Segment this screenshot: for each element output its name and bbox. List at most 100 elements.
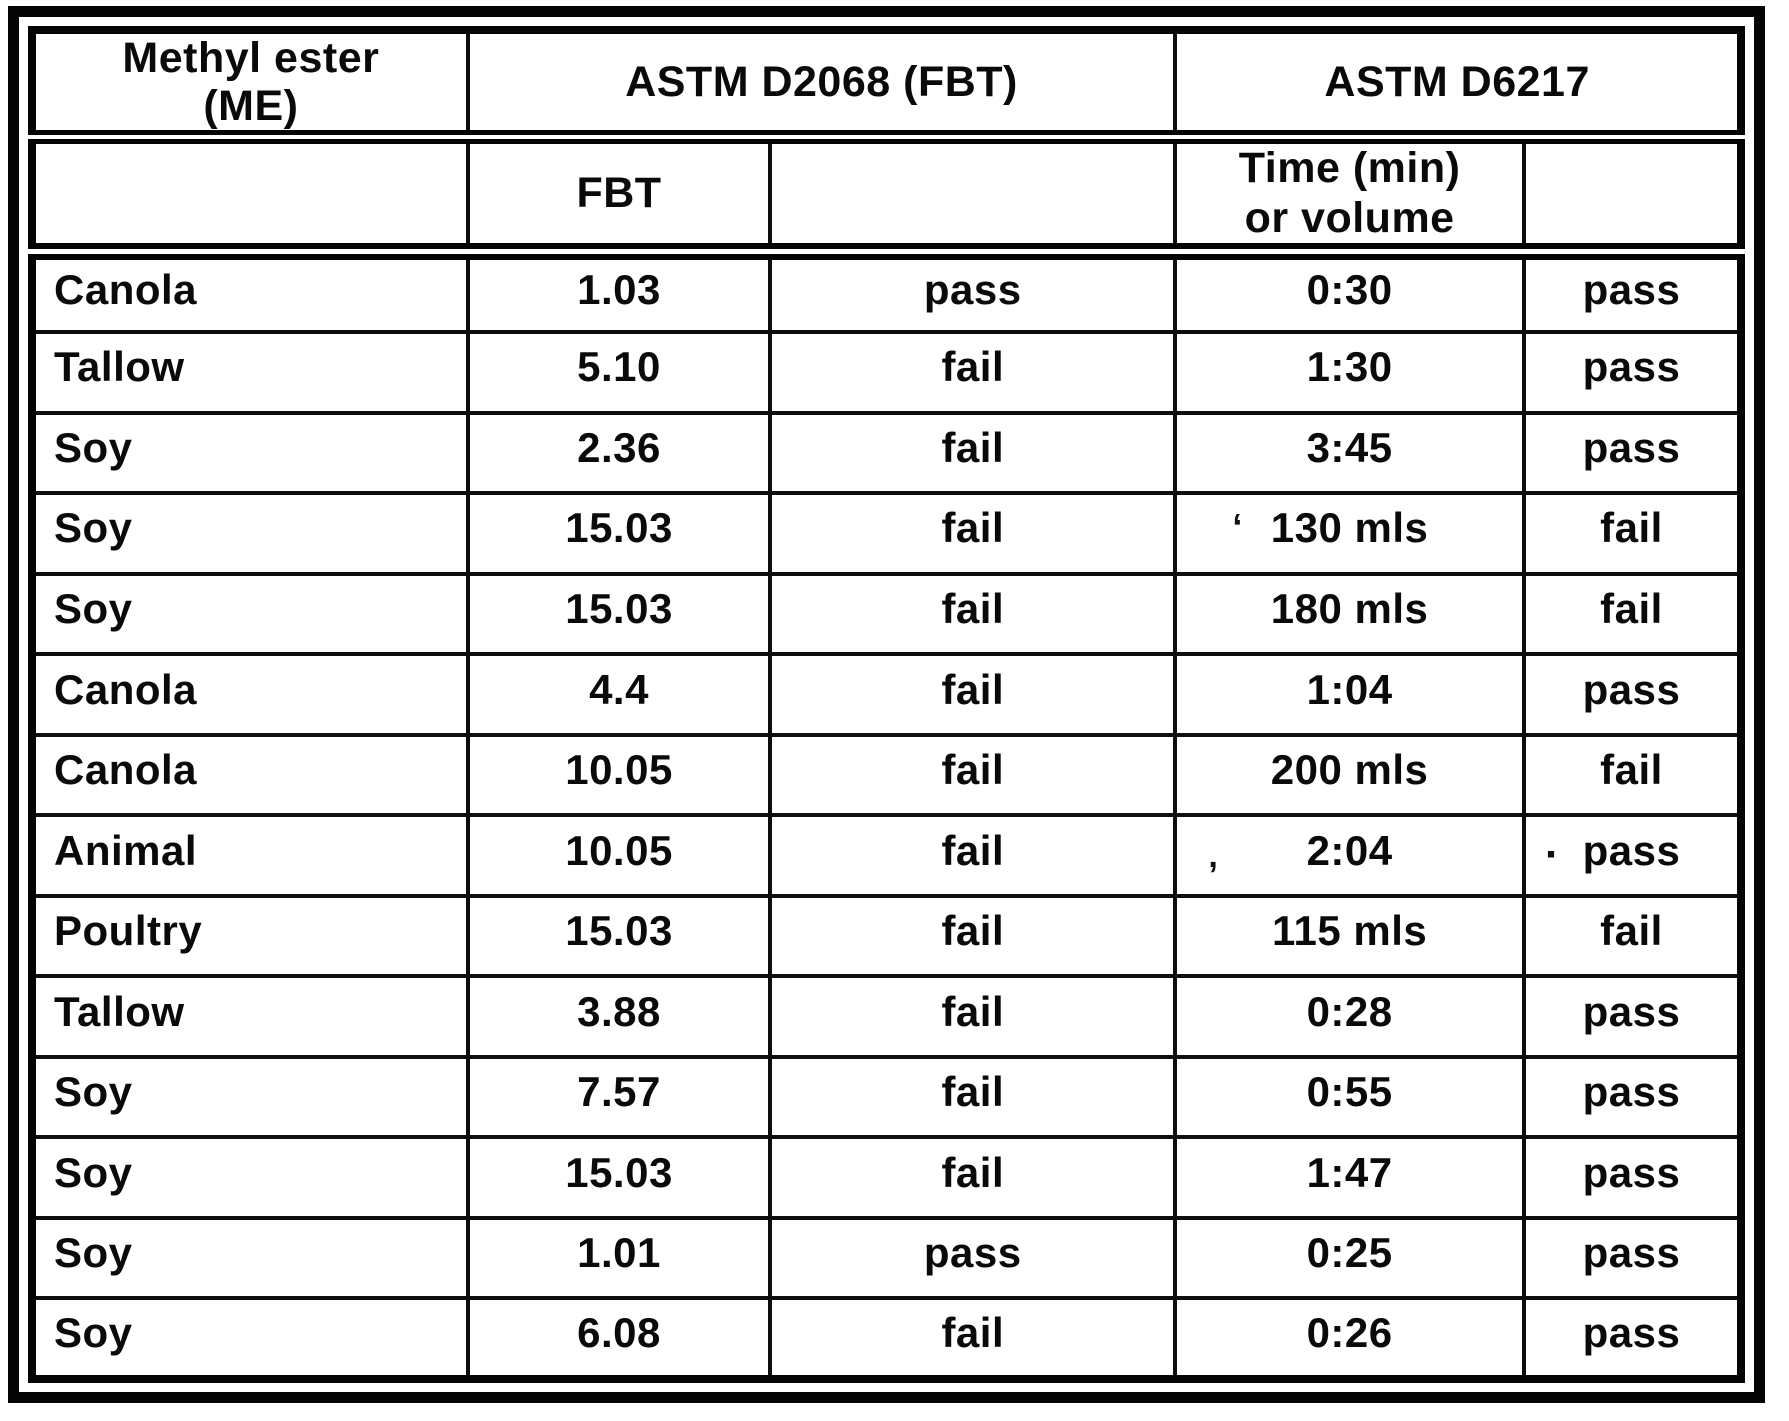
cell-d6217-result: pass [1521,249,1744,335]
cell-d6217-result: pass [1521,330,1744,415]
cell-d2068-result: fail [768,1135,1178,1220]
cell-d2068-result: fail [768,893,1178,979]
cell-methyl-ester: Canola [30,652,470,737]
cell-time-or-volume: 0:55 [1173,1054,1526,1140]
cell-d2068-result: pass [768,249,1178,335]
cell-time-or-volume: 130 mls [1173,491,1526,576]
cell-time-or-volume: 0:26 [1173,1296,1526,1381]
table-row: Soy 6.08 fail 0:26 pass [30,1296,1744,1381]
cell-fbt-value: 15.03 [465,1135,773,1220]
cell-methyl-ester: Canola [30,732,470,818]
header-astm-d6217: ASTM D6217 [1173,27,1743,145]
table-row: Canola 10.05 fail 200 mls fail [30,732,1744,818]
cell-methyl-ester: Poultry [30,893,470,979]
cell-d2068-result: fail [768,410,1178,496]
cell-time-or-volume: 0:30 [1173,249,1526,335]
cell-d6217-result: fail [1521,571,1744,657]
subheader-time-line1: Time (min) [1238,144,1461,193]
cell-fbt-value: 4.4 [465,652,773,737]
cell-d2068-result: fail [768,491,1178,576]
subheader-empty-d6217-result [1521,135,1744,261]
cell-d6217-result: pass [1521,813,1744,898]
cell-time-or-volume: 1:47 [1173,1135,1526,1220]
cell-time-or-volume: 180 mls [1173,571,1526,657]
table-row: Soy 15.03 fail 130 mls fail [30,491,1744,576]
cell-d6217-result: pass [1521,1135,1744,1220]
table-outer-frame: Methyl ester (ME) ASTM D2068 (FBT) ASTM … [8,6,1765,1403]
cell-time-or-volume: 115 mls [1173,893,1526,979]
cell-d2068-result: pass [768,1215,1178,1301]
cell-fbt-value: 10.05 [465,732,773,818]
table-row: Soy 7.57 fail 0:55 pass [30,1054,1744,1140]
table-row: Canola 4.4 fail 1:04 pass [30,652,1744,737]
cell-fbt-value: 15.03 [465,491,773,576]
cell-fbt-value: 1.01 [465,1215,773,1301]
cell-time-or-volume: 1:30 [1173,330,1526,415]
table-row: Soy 15.03 fail 180 mls fail [30,571,1744,657]
subheader-empty-me [30,135,470,261]
table-row: Soy 15.03 fail 1:47 pass [30,1135,1744,1220]
table-row: Soy 1.01 pass 0:25 pass [30,1215,1744,1301]
cell-time-or-volume: 0:28 [1173,974,1526,1059]
cell-time-or-volume: 200 mls [1173,732,1526,818]
header-methyl-ester: Methyl ester (ME) [30,27,470,145]
cell-d2068-result: fail [768,571,1178,657]
cell-fbt-value: 7.57 [465,1054,773,1140]
astm-test-results-table: Methyl ester (ME) ASTM D2068 (FBT) ASTM … [28,26,1745,1383]
cell-d2068-result: fail [768,974,1178,1059]
cell-methyl-ester: Canola [30,249,470,335]
cell-time-or-volume: 0:25 [1173,1215,1526,1301]
cell-methyl-ester: Soy [30,1215,470,1301]
cell-time-or-volume: 1:04 [1173,652,1526,737]
header-methyl-ester-line2: (ME) [203,82,299,131]
cell-d2068-result: fail [768,1054,1178,1140]
cell-d6217-result: fail [1521,893,1744,979]
cell-d2068-result: fail [768,813,1178,898]
cell-methyl-ester: Soy [30,410,470,496]
cell-methyl-ester: Soy [30,571,470,657]
cell-fbt-value: 1.03 [465,249,773,335]
cell-fbt-value: 2.36 [465,410,773,496]
cell-d2068-result: fail [768,652,1178,737]
subheader-time-or-volume: Time (min) or volume [1173,135,1526,261]
cell-d2068-result: fail [768,330,1178,415]
cell-d2068-result: fail [768,732,1178,818]
header-astm-d2068: ASTM D2068 (FBT) [465,27,1178,145]
cell-d6217-result: pass [1521,974,1744,1059]
cell-fbt-value: 10.05 [465,813,773,898]
cell-time-or-volume: 2:04 [1173,813,1526,898]
cell-methyl-ester: Soy [30,1296,470,1381]
table-row: Animal 10.05 fail 2:04 pass [30,813,1744,898]
cell-d6217-result: fail [1521,491,1744,576]
subheader-fbt: FBT [465,135,773,261]
cell-methyl-ester: Soy [30,1135,470,1220]
header-methyl-ester-line1: Methyl ester [122,34,380,82]
table-row: Soy 2.36 fail 3:45 pass [30,410,1744,496]
header-row-main: Methyl ester (ME) ASTM D2068 (FBT) ASTM … [30,27,1743,145]
cell-fbt-value: 15.03 [465,571,773,657]
table-row: Canola 1.03 pass 0:30 pass [30,249,1744,335]
cell-time-or-volume: 3:45 [1173,410,1526,496]
table-row: Poultry 15.03 fail 115 mls fail [30,893,1744,979]
header-row-sub: FBT Time (min) or volume [30,135,1744,261]
cell-methyl-ester: Tallow [30,330,470,415]
table-row: Tallow 5.10 fail 1:30 pass [30,330,1744,415]
cell-fbt-value: 15.03 [465,893,773,979]
cell-methyl-ester: Soy [30,1054,470,1140]
cell-fbt-value: 3.88 [465,974,773,1059]
cell-d2068-result: fail [768,1296,1178,1381]
cell-fbt-value: 5.10 [465,330,773,415]
cell-methyl-ester: Animal [30,813,470,898]
cell-methyl-ester: Soy [30,491,470,576]
subheader-empty-d2068-result [768,135,1178,261]
cell-d6217-result: pass [1521,652,1744,737]
table-row: Tallow 3.88 fail 0:28 pass [30,974,1744,1059]
subheader-time-line2: or volume [1244,193,1455,242]
cell-d6217-result: pass [1521,1215,1744,1301]
cell-methyl-ester: Tallow [30,974,470,1059]
cell-d6217-result: fail [1521,732,1744,818]
cell-d6217-result: pass [1521,410,1744,496]
cell-d6217-result: pass [1521,1054,1744,1140]
cell-d6217-result: pass [1521,1296,1744,1381]
